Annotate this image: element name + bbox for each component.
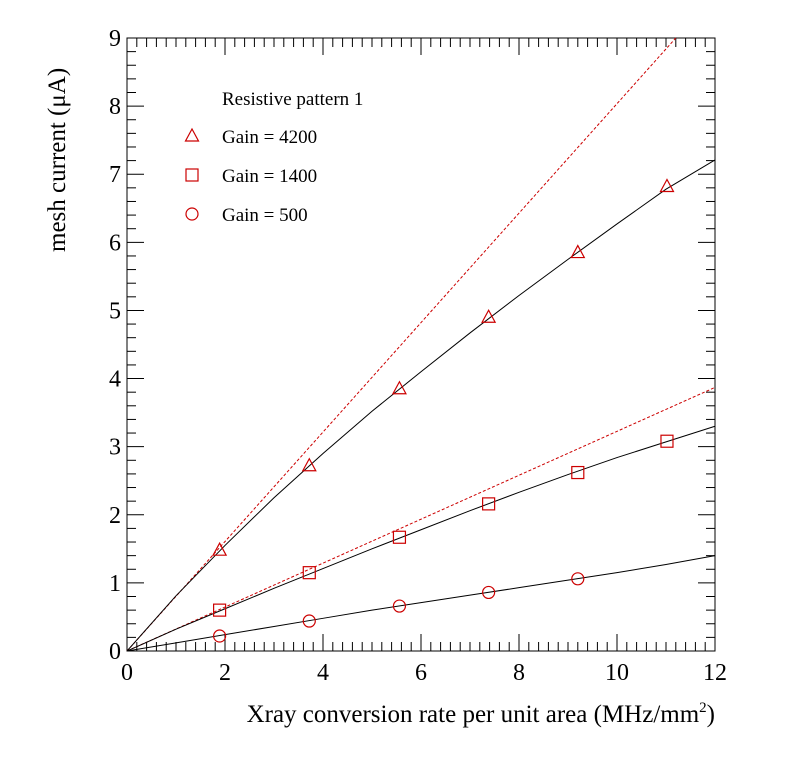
data-point-square — [392, 530, 407, 544]
legend-label: Gain = 4200 — [222, 127, 317, 148]
x-tick-label: 8 — [513, 660, 525, 686]
legend-label: Gain = 500 — [222, 205, 308, 226]
y-tick-label: 3 — [109, 435, 121, 461]
fit-lines — [126, 159, 716, 652]
data-point-triangle — [212, 541, 228, 556]
minor-ticks — [127, 38, 715, 651]
data-point-square — [571, 465, 585, 480]
data-point-circle — [482, 585, 496, 600]
x-tick-label: 0 — [121, 660, 133, 686]
data-point-circle — [213, 629, 227, 643]
data-markers — [212, 178, 675, 643]
linear-reference-line-triangle — [126, 37, 677, 652]
x-tick-label: 10 — [605, 660, 629, 686]
y-tick-label: 9 — [109, 26, 121, 52]
fit-curve-square — [126, 425, 716, 652]
x-axis-title-main: Xray conversion rate per unit area (MHz/… — [247, 701, 700, 728]
major-ticks — [126, 37, 716, 652]
plot-frame — [126, 37, 716, 652]
legend: Resistive pattern 1 Gain = 4200 Gain = 14… — [184, 89, 363, 226]
data-point-triangle — [659, 178, 675, 193]
data-point-circle — [571, 572, 585, 586]
x-axis-title-superscript: 2 — [699, 700, 707, 716]
linear-reference-lines — [126, 37, 716, 652]
legend-entries: Gain = 4200 Gain = 1400 Gain = 500 — [184, 127, 317, 226]
legend-marker-circle — [185, 207, 199, 221]
legend-marker-square — [185, 168, 199, 182]
data-point-square — [213, 603, 227, 617]
y-tick-label: 4 — [109, 367, 121, 393]
legend-title: Resistive pattern 1 — [222, 89, 363, 110]
y-tick-label: 6 — [109, 230, 121, 256]
data-point-triangle — [570, 244, 586, 259]
x-tick-label: 12 — [703, 660, 727, 686]
x-axis-title-close: ) — [707, 701, 715, 728]
data-point-square — [302, 566, 316, 580]
x-tick-label: 4 — [317, 660, 329, 686]
y-tick-label: 5 — [109, 298, 121, 324]
linear-reference-line-square — [126, 386, 716, 652]
data-point-triangle — [301, 457, 317, 472]
legend-label: Gain = 1400 — [222, 166, 317, 187]
y-axis-title: mesh current (μA) — [44, 68, 71, 252]
data-point-triangle — [481, 308, 497, 323]
y-tick-label: 0 — [109, 639, 121, 665]
y-tick-label: 8 — [109, 94, 121, 120]
y-tick-label: 1 — [109, 571, 121, 597]
x-tick-label: 2 — [219, 660, 231, 686]
x-axis-title: Xray conversion rate per unit area (MHz/… — [247, 700, 715, 728]
x-tick-labels: 0 2 4 6 8 10 12 — [121, 660, 727, 686]
x-tick-label: 6 — [415, 660, 427, 686]
fit-curve-triangle — [126, 159, 716, 652]
data-point-square — [660, 434, 674, 448]
y-tick-label: 2 — [109, 503, 121, 529]
data-point-triangle — [391, 380, 407, 395]
data-point-square — [482, 497, 496, 511]
y-tick-labels: 0 1 2 3 4 5 6 7 8 9 — [109, 26, 121, 665]
data-point-circle — [302, 614, 316, 628]
legend-marker-triangle — [184, 127, 200, 142]
y-tick-label: 7 — [109, 162, 121, 188]
data-point-circle — [392, 599, 407, 613]
